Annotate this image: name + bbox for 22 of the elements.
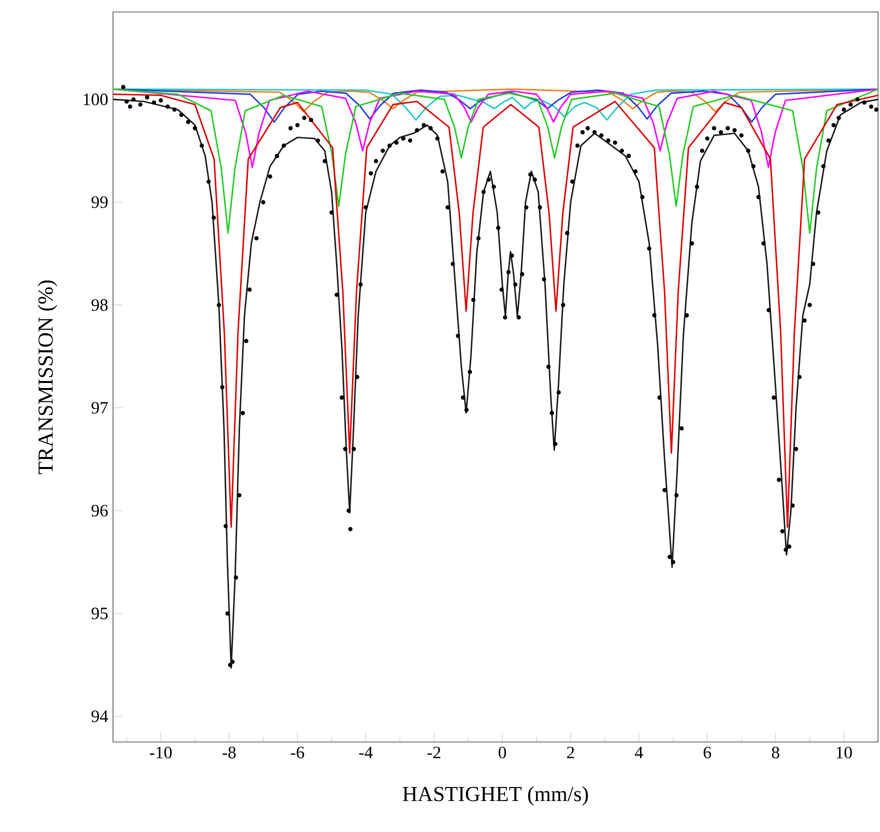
y-axis-title: TRANSMISSION (%)	[38, 280, 58, 474]
y-tick-label: 94	[92, 710, 108, 722]
x-tick-label: -8	[222, 746, 236, 758]
x-tick-label: 2	[567, 746, 574, 758]
x-tick-label: -10	[150, 746, 172, 758]
line-series	[113, 88, 878, 234]
y-tick-label: 100	[84, 94, 108, 106]
x-tick-label: 0	[498, 746, 506, 758]
x-tick-label: -2	[427, 746, 440, 758]
line-series	[113, 94, 878, 528]
x-tick-label: 10	[836, 746, 852, 758]
y-tick-label: 98	[92, 299, 108, 311]
x-tick-label: -6	[290, 746, 304, 758]
x-tick-label: 4	[634, 746, 644, 758]
x-tick-label: 6	[704, 746, 712, 758]
y-tick-label: 99	[92, 196, 108, 208]
x-tick-label: 8	[772, 746, 780, 758]
y-tick-label: 97	[92, 402, 108, 414]
x-axis-title: HASTIGHET (mm/s)	[402, 786, 588, 806]
y-tick-label: 95	[92, 608, 108, 620]
y-tick-label: 96	[92, 504, 108, 516]
x-tick-label: -4	[359, 746, 373, 758]
